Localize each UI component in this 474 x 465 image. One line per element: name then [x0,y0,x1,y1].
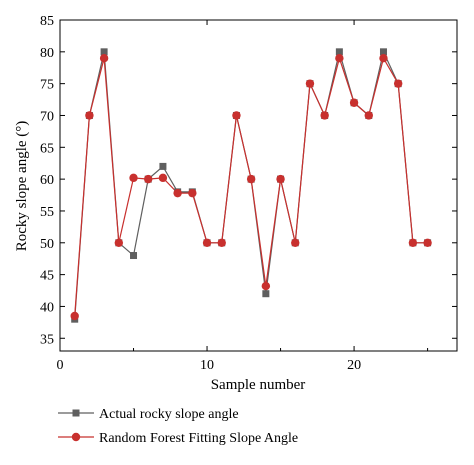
x-tick-label: 20 [347,358,361,373]
y-tick-label: 40 [40,300,54,315]
data-point-forest [276,174,285,184]
data-point-forest [379,53,388,63]
x-tick-label: 10 [200,358,214,373]
series-line-2 [74,56,428,317]
data-point-forest [335,53,344,63]
x-axis-label: Sample number [211,377,306,393]
data-point-actual [130,252,138,260]
series-layer [70,48,432,323]
data-point-forest [70,311,79,321]
data-point-forest [364,111,373,120]
plot-frame [59,19,458,352]
y-axis-label: Rocky slope angle (°) [14,121,30,252]
data-point-forest [202,238,212,247]
data-point-forest [408,238,418,247]
data-point-forest [99,53,109,63]
y-tick-label: 75 [40,78,54,93]
data-point-forest [232,111,241,120]
y-tick-label: 35 [40,332,54,347]
data-point-forest [393,79,403,88]
y-tick-label: 50 [40,237,54,252]
y-tick-label: 65 [40,141,54,156]
x-axis-ticks: 0 10 20 [57,20,429,373]
data-point-forest [144,174,153,184]
data-point-forest [320,111,329,120]
y-tick-label: 45 [40,269,54,284]
y-tick-label: 60 [40,173,54,188]
data-point-actual [100,48,108,56]
legend-label: Actual rocky slope angle [99,407,239,422]
y-tick-label: 85 [40,14,54,29]
data-point-forest [217,238,226,247]
data-point-actual [159,162,167,170]
data-point-actual [262,290,270,298]
legend: Actual rocky slope angle Random Forest Fi… [58,407,298,446]
data-point-forest [114,238,124,247]
legend-marker-square [72,409,80,417]
data-point-forest [158,173,168,183]
legend-label: Random Forest Fitting Slope Angle [99,431,298,446]
data-point-forest [85,111,94,120]
data-point-forest [173,188,182,198]
data-point-forest [305,79,315,88]
data-point-actual [379,48,387,56]
x-tick-label: 0 [57,358,64,373]
data-point-forest [188,188,197,198]
data-point-forest [349,98,359,107]
data-point-forest [423,238,432,247]
y-tick-label: 70 [40,109,54,124]
y-axis-ticks: 35 40 45 50 55 60 65 70 75 80 85 [40,14,457,347]
data-point-forest [246,174,256,184]
y-tick-label: 80 [40,46,54,61]
data-point-actual [335,48,343,56]
data-point-forest [261,281,271,291]
legend-marker-circle [71,432,81,442]
y-tick-label: 55 [40,205,54,220]
data-point-forest [129,173,138,183]
data-point-forest [291,238,300,247]
